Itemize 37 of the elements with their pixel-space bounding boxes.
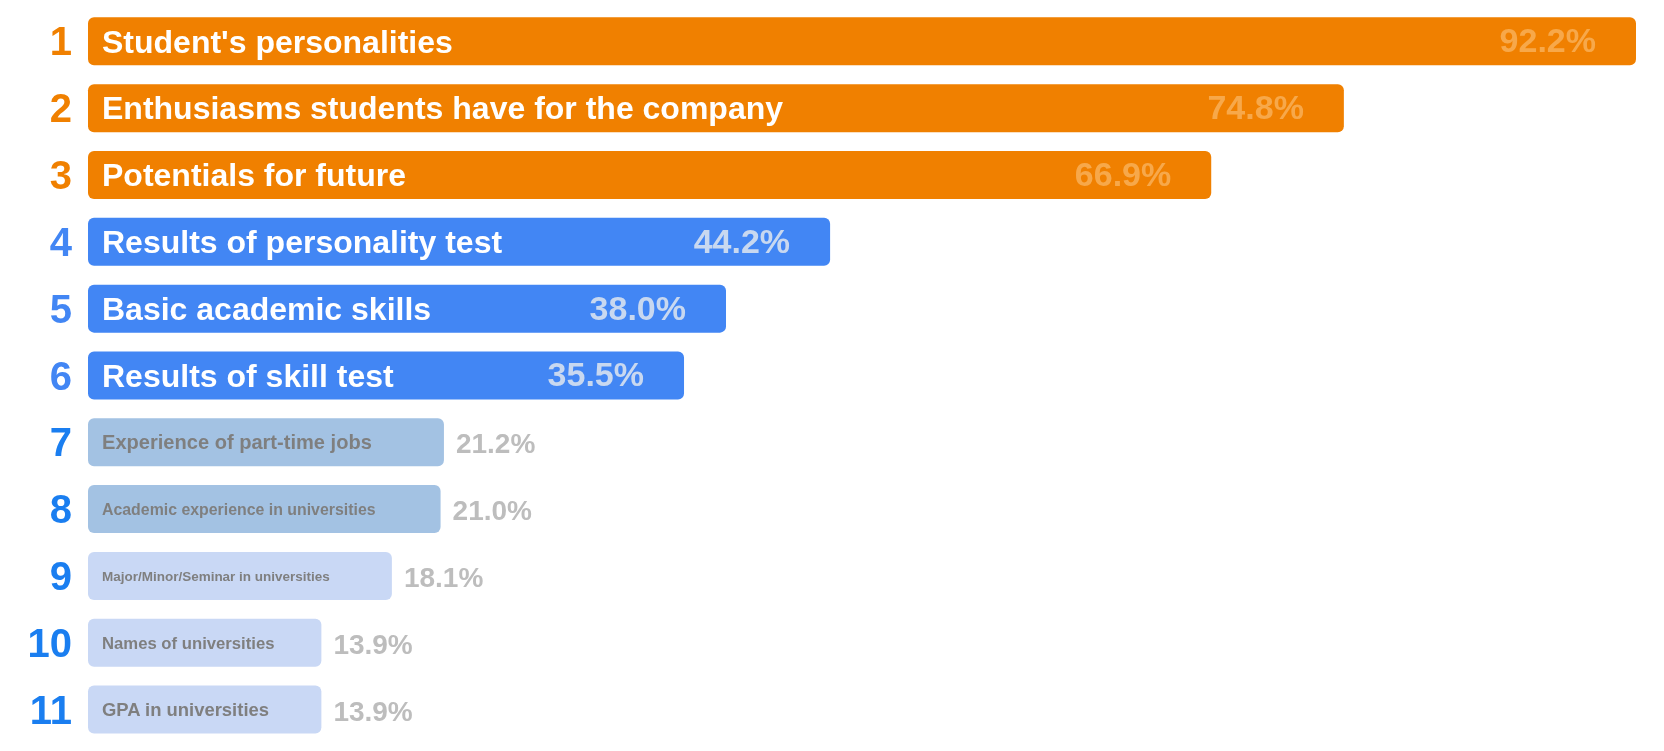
data-label: 21.0% — [452, 495, 533, 527]
data-label: 66.9% — [1074, 154, 1172, 193]
y-tick-label: GPA in universities — [102, 699, 270, 720]
bar — [88, 150, 1212, 199]
text: 10 — [27, 620, 72, 665]
data-label: 13.9% — [333, 695, 413, 727]
data-label: 38.0% — [589, 288, 686, 327]
text: 5 — [49, 286, 72, 331]
data-label: 18.1% — [403, 561, 484, 593]
text: 9 — [49, 553, 72, 598]
data-label: 92.2% — [1499, 21, 1596, 60]
y-tick-label: Enthusiasms students have for the company — [102, 90, 784, 127]
text: 3 — [49, 153, 72, 198]
data-label: 74.8% — [1207, 88, 1304, 127]
y-tick-label: Academic experience in universities — [102, 500, 376, 518]
bar — [88, 618, 322, 667]
data-label: 21.2% — [455, 428, 536, 460]
text: 1 — [49, 19, 72, 64]
data-label: 13.9% — [333, 628, 413, 660]
y-tick-label: Results of skill test — [102, 357, 394, 394]
y-tick-label: Names of universities — [102, 633, 275, 653]
data-label: 35.5% — [547, 355, 645, 394]
y-tick-label: Basic academic skills — [102, 290, 432, 327]
text: 7 — [49, 420, 72, 465]
y-tick-label: Student's personalities — [102, 23, 453, 60]
text: 4 — [49, 219, 73, 264]
bar — [88, 17, 1636, 66]
y-tick-label: Major/Minor/Seminar in universities — [102, 568, 330, 584]
y-tick-label: Potentials for future — [102, 157, 407, 194]
y-tick-label: Results of personality test — [102, 224, 503, 261]
data-label: 44.2% — [693, 221, 791, 260]
bar — [88, 551, 392, 600]
text: 2 — [49, 86, 72, 131]
text: 11 — [29, 687, 72, 732]
text: 8 — [49, 487, 72, 532]
text: 6 — [49, 353, 72, 398]
y-tick-label: Experience of part-time jobs — [102, 431, 372, 454]
